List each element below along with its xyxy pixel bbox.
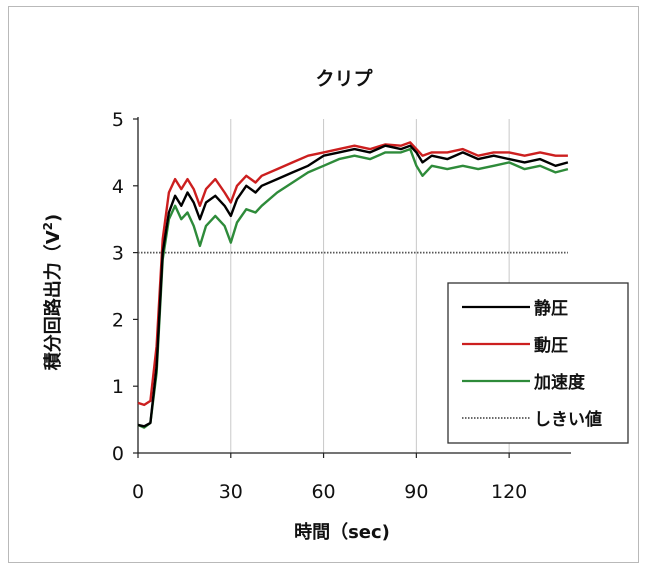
legend-label: 加速度: [533, 372, 586, 393]
y-axis-label: 積分回路出力（V2): [41, 214, 64, 372]
x-tick-label: 60: [311, 481, 335, 503]
y-axis-label-superscript: 2: [41, 222, 55, 230]
y-tick-label: 1: [112, 376, 124, 398]
legend-label: 静圧: [534, 298, 568, 319]
legend-label: しきい値: [534, 409, 602, 430]
chart-frame: 0 1 2 3 4 5 0 30 60 90 120 クリプ 時間（sec) 積分回路出力（V2) …: [8, 6, 639, 563]
y-tick-label: 3: [112, 243, 124, 265]
plot-area: 0 1 2 3 4 5 0 30 60 90 120: [112, 109, 571, 503]
x-tick-label: 120: [491, 481, 527, 503]
y-tick-label: 4: [112, 176, 124, 198]
x-axis-label: 時間（sec): [294, 522, 390, 543]
y-tick-label: 0: [112, 443, 124, 465]
y-axis-label-close: ): [43, 214, 64, 222]
chart-title: クリプ: [315, 67, 373, 90]
series-line-0: [137, 144, 569, 428]
x-tick-label: 0: [132, 481, 144, 503]
legend-label: 動圧: [534, 335, 568, 356]
legend-box: [447, 282, 629, 444]
y-tick-label: 2: [112, 309, 124, 331]
series-line-1: [137, 141, 568, 407]
series-layer: [137, 141, 569, 429]
y-axis-label-main: 積分回路出力（V: [42, 230, 64, 371]
series-line-2: [137, 147, 569, 429]
x-tick-label: 90: [404, 481, 428, 503]
y-tick-label: 5: [112, 109, 124, 131]
x-tick-label: 30: [219, 481, 243, 503]
